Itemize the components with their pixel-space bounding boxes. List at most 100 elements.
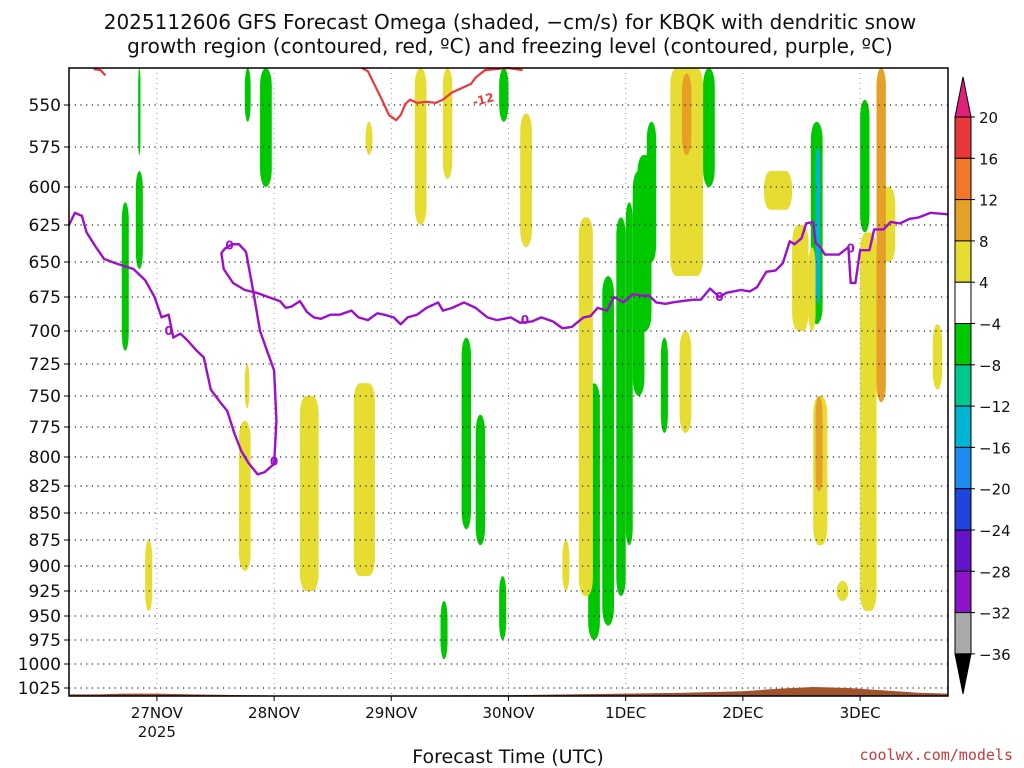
y-tick-label: 750 (29, 387, 61, 407)
colorbar-label: 12 (979, 192, 998, 210)
omega-shade-cell (670, 68, 704, 276)
omega-shade-cell (860, 232, 877, 611)
colorbar-swatch (954, 364, 972, 407)
omega-shade-cell (365, 121, 373, 155)
colorbar-swatch (954, 240, 972, 283)
colorbar-top-arrow (954, 76, 972, 118)
freezing-level-label: 0 (270, 455, 278, 469)
omega-shade-cell (520, 113, 532, 248)
y-tick-label: 700 (29, 322, 61, 342)
colorbar-label: −16 (979, 439, 1011, 457)
colorbar-swatch (954, 570, 972, 614)
x-tick-label: 27NOV (131, 704, 184, 722)
colorbar-label: −28 (979, 563, 1011, 581)
colorbar-swatch (954, 116, 972, 159)
omega-shade-cell (238, 420, 251, 571)
omega-shade-cell (145, 540, 153, 611)
colorbar-swatch (954, 323, 972, 366)
plot-area: 0 0 0 0 0 0 -12 (67, 66, 949, 697)
y-tick-label: 850 (29, 504, 61, 524)
colorbar-label: −8 (979, 357, 1001, 375)
x-tick-label: 1DEC (605, 704, 646, 722)
omega-shade-cell (414, 68, 427, 225)
omega-shade-cell (876, 68, 886, 403)
y-tick-label: 725 (29, 355, 61, 375)
freezing-level-contour (67, 211, 949, 476)
freezing-level-label: 0 (225, 239, 233, 253)
omega-shade-cell (860, 99, 870, 233)
omega-shade-cell (138, 68, 141, 155)
omega-shade-cell (602, 276, 614, 626)
y-tick-label: 900 (29, 557, 61, 577)
freezing-level-label: 0 (164, 324, 172, 338)
omega-shade-cell (121, 202, 129, 351)
omega-shade-cell (442, 68, 453, 179)
colorbar-swatch (954, 157, 972, 201)
x-tick-label: 3DEC (840, 704, 881, 722)
omega-shade-cell (440, 601, 448, 660)
y-tick-label: 775 (29, 418, 61, 438)
omega-colorbar: 20 16 12 8 4 −4 −8 −12 −16 −20 −24 −28 −32 −36 (954, 76, 1011, 694)
y-tick-label: 825 (29, 477, 61, 497)
y-tick-label: 600 (29, 178, 61, 198)
omega-shade-cell (660, 337, 668, 433)
omega-shade-cell (681, 73, 692, 155)
omega-shade-cell (578, 217, 593, 596)
omega-shade-cell (244, 364, 250, 409)
omega-shade-cell (703, 68, 715, 187)
omega-shade-cell (815, 396, 823, 492)
omega-shade-cell (499, 68, 509, 122)
colorbar-swatch (954, 529, 972, 572)
pressure-axis: 550 575 600 625 650 675 700 725 750 775 800 825 850 8… (18, 96, 69, 699)
freezing-level-label: 0 (521, 313, 529, 327)
colorbar-label: −24 (979, 522, 1011, 540)
colorbar-swatch (954, 199, 972, 242)
omega-shade-cell (763, 171, 793, 210)
colorbar-label: 4 (979, 274, 989, 292)
colorbar-label: −20 (979, 481, 1011, 499)
colorbar-label: −36 (979, 646, 1011, 664)
omega-shade-cell (135, 171, 143, 269)
colorbar-label: 16 (979, 150, 998, 168)
x-tick-label: 2DEC (722, 704, 763, 722)
omega-shade-cell (836, 581, 849, 601)
dgz-contour-segment (361, 66, 523, 122)
y-tick-label: 925 (29, 582, 61, 602)
x-tick-label: 29NOV (365, 704, 418, 722)
y-tick-label: 975 (29, 631, 61, 651)
y-tick-label: 675 (29, 288, 61, 308)
y-tick-label: 650 (29, 253, 61, 273)
colorbar-label: −4 (979, 316, 1001, 334)
ground-terrain (69, 687, 948, 696)
credit-text: coolwx.com/models (859, 746, 1013, 764)
omega-shade-cell (299, 396, 319, 591)
dgz-contour-label: -12 (471, 90, 496, 109)
x-tick-sublabel: 2025 (138, 723, 176, 741)
y-tick-label: 950 (29, 607, 61, 627)
y-tick-label: 625 (29, 216, 61, 236)
colorbar-swatch (954, 281, 972, 325)
omega-shade-cell (461, 337, 471, 530)
omega-shade-cell (475, 414, 486, 546)
y-tick-label: 575 (29, 138, 61, 158)
colorbar-label: −12 (979, 398, 1011, 416)
chart-title-line-1: 2025112606 GFS Forecast Omega (shaded, −… (104, 10, 917, 34)
freezing-level-label: 0 (847, 242, 855, 256)
x-axis-label: Forecast Time (UTC) (412, 746, 603, 768)
dgz-contour-segment (93, 67, 107, 77)
colorbar-label: 20 (979, 109, 998, 127)
x-tick-label: 30NOV (482, 704, 535, 722)
colorbar-swatch (954, 446, 972, 490)
y-tick-label: 1025 (18, 679, 61, 699)
colorbar-label: −32 (979, 605, 1011, 623)
omega-shade-cell (679, 331, 692, 433)
y-tick-label: 1000 (18, 655, 61, 675)
omega-shade-cell (260, 68, 272, 187)
omega-shade-cell (625, 202, 633, 546)
omega-shade-cell (646, 121, 657, 262)
colorbar-bottom-arrow (954, 653, 972, 694)
omega-shade-cell (353, 383, 375, 576)
colorbar-swatch (954, 488, 972, 531)
